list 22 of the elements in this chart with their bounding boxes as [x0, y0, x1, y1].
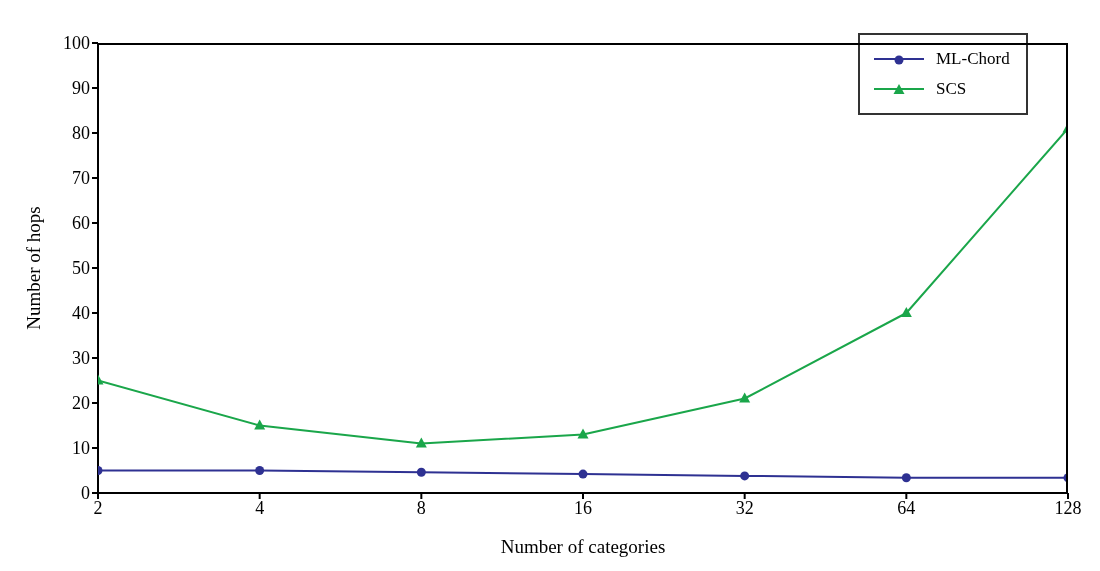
x-tick-label: 4: [255, 497, 265, 518]
y-tick-label: 80: [72, 123, 90, 144]
y-tick-label: 0: [81, 483, 90, 504]
y-tick-label: 100: [63, 33, 90, 54]
x-tick-label: 128: [1054, 497, 1082, 518]
y-tick-label: 10: [72, 438, 90, 459]
x-tick-label: 8: [416, 497, 426, 518]
y-tick-label: 30: [72, 348, 90, 369]
x-tick-label: 2: [93, 497, 103, 518]
y-tick-label: 60: [72, 213, 90, 234]
y-tick-label: 40: [72, 303, 90, 324]
y-tick-label: 20: [72, 393, 90, 414]
x-axis-title: Number of categories: [500, 536, 666, 557]
x-tick-label: 16: [574, 497, 592, 518]
x-tick-label: 64: [897, 497, 916, 518]
legend-label: SCS: [936, 79, 967, 99]
x-tick-label: 32: [735, 497, 754, 518]
y-tick-label: 70: [72, 168, 90, 189]
y-tick-label: 90: [72, 78, 90, 99]
y-axis-title: Number of hops: [22, 206, 44, 330]
legend-label: ML-Chord: [936, 49, 1010, 69]
y-tick-label: 50: [72, 258, 90, 279]
